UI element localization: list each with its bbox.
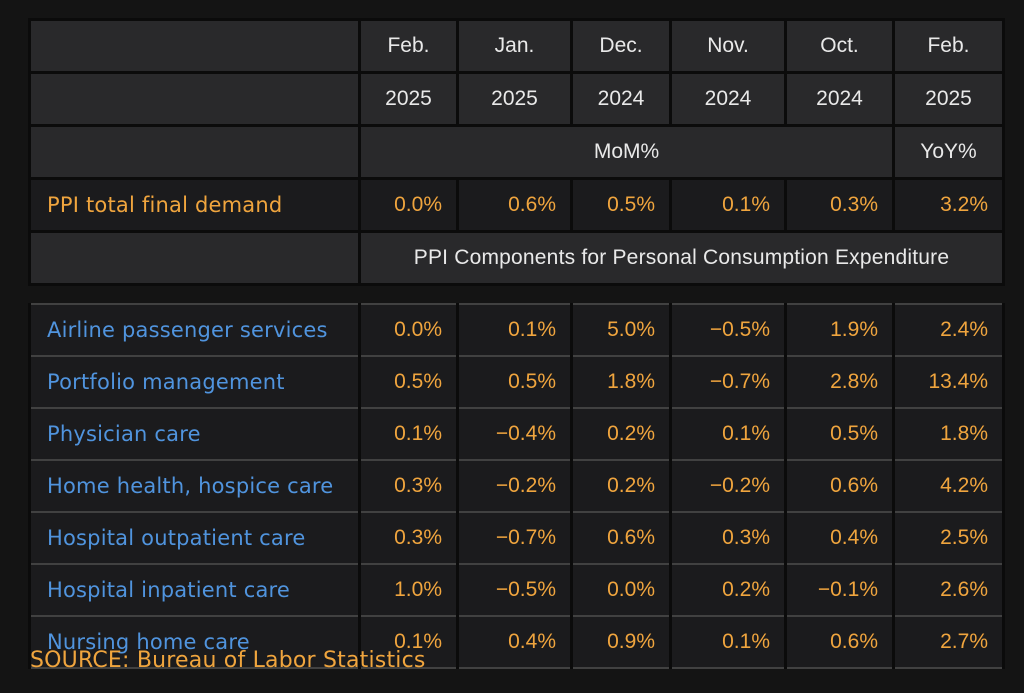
value-cell: −0.5%: [669, 303, 787, 357]
column-header-month: Feb.: [892, 18, 1005, 74]
column-header-year: 2024: [669, 71, 787, 127]
value-cell: 3.2%: [892, 177, 1005, 233]
section-header: PPI Components for Personal Consumption …: [358, 230, 1005, 286]
month-header-row: Feb. Jan. Dec. Nov. Oct. Feb.: [28, 18, 1005, 74]
value-cell: 1.9%: [784, 303, 895, 357]
corner-cell: [28, 124, 361, 180]
value-cell: 2.5%: [892, 511, 1005, 565]
value-cell: 2.4%: [892, 303, 1005, 357]
value-cell: 0.4%: [456, 615, 573, 669]
value-cell: 0.1%: [669, 615, 787, 669]
value-cell: 0.5%: [570, 177, 672, 233]
value-cell: 1.0%: [358, 563, 459, 617]
table-row: Portfolio management 0.5% 0.5% 1.8% −0.7…: [28, 355, 1005, 409]
column-header-year: 2025: [892, 71, 1005, 127]
value-cell: 2.8%: [784, 355, 895, 409]
summary-row-label: PPI total final demand: [28, 177, 361, 233]
value-cell: 0.5%: [358, 355, 459, 409]
value-cell: −0.1%: [784, 563, 895, 617]
value-cell: 2.7%: [892, 615, 1005, 669]
value-cell: 0.1%: [358, 407, 459, 461]
yoy-header: YoY%: [892, 124, 1005, 180]
source-note: SOURCE: Bureau of Labor Statistics: [30, 648, 426, 673]
row-label: Airline passenger services: [28, 303, 361, 357]
value-cell: 0.1%: [669, 177, 787, 233]
value-cell: 0.3%: [669, 511, 787, 565]
value-cell: −0.2%: [669, 459, 787, 513]
value-cell: 0.1%: [456, 303, 573, 357]
row-label: Hospital inpatient care: [28, 563, 361, 617]
row-label: Physician care: [28, 407, 361, 461]
table-row: Hospital outpatient care 0.3% −0.7% 0.6%…: [28, 511, 1005, 565]
value-cell: 0.1%: [669, 407, 787, 461]
value-cell: −0.4%: [456, 407, 573, 461]
table-row: Physician care 0.1% −0.4% 0.2% 0.1% 0.5%…: [28, 407, 1005, 461]
corner-cell: [28, 18, 361, 74]
table-row: Nursing home care 0.1% 0.4% 0.9% 0.1% 0.…: [28, 615, 1005, 669]
value-cell: 13.4%: [892, 355, 1005, 409]
summary-row: PPI total final demand 0.0% 0.6% 0.5% 0.…: [28, 177, 1005, 233]
value-cell: 0.2%: [570, 407, 672, 461]
value-cell: 0.2%: [669, 563, 787, 617]
value-cell: −0.7%: [456, 511, 573, 565]
column-header-year: 2024: [570, 71, 672, 127]
value-cell: 0.3%: [358, 511, 459, 565]
value-cell: 2.6%: [892, 563, 1005, 617]
value-cell: 0.0%: [570, 563, 672, 617]
value-cell: −0.2%: [456, 459, 573, 513]
value-cell: 0.0%: [358, 303, 459, 357]
column-header-month: Jan.: [456, 18, 573, 74]
mom-header: MoM%: [358, 124, 895, 180]
column-header-month: Dec.: [570, 18, 672, 74]
value-cell: 0.9%: [570, 615, 672, 669]
year-header-row: 2025 2025 2024 2024 2024 2025: [28, 71, 1005, 127]
value-cell: 1.8%: [570, 355, 672, 409]
value-cell: 0.3%: [784, 177, 895, 233]
value-cell: 0.4%: [784, 511, 895, 565]
value-cell: 0.5%: [456, 355, 573, 409]
spacer-row: [30, 285, 1004, 305]
spacer-cell: [30, 285, 1004, 305]
value-cell: 5.0%: [570, 303, 672, 357]
section-header-row: PPI Components for Personal Consumption …: [28, 230, 1005, 286]
column-header-year: 2025: [456, 71, 573, 127]
value-cell: 0.3%: [358, 459, 459, 513]
value-cell: 1.8%: [892, 407, 1005, 461]
value-cell: 0.6%: [456, 177, 573, 233]
row-label: Home health, hospice care: [28, 459, 361, 513]
value-cell: 4.2%: [892, 459, 1005, 513]
row-label: Hospital outpatient care: [28, 511, 361, 565]
table-row: Airline passenger services 0.0% 0.1% 5.0…: [28, 303, 1005, 357]
value-cell: 0.2%: [570, 459, 672, 513]
ppi-table: Feb. Jan. Dec. Nov. Oct. Feb. 2025 2025 …: [28, 18, 1005, 669]
value-cell: 0.6%: [784, 459, 895, 513]
value-cell: 0.1%: [358, 615, 459, 669]
row-label: Nursing home care: [28, 615, 361, 669]
table-row: Home health, hospice care 0.3% −0.2% 0.2…: [28, 459, 1005, 513]
column-header-month: Oct.: [784, 18, 895, 74]
value-cell: −0.7%: [669, 355, 787, 409]
column-header-year: 2025: [358, 71, 459, 127]
row-label: Portfolio management: [28, 355, 361, 409]
column-header-month: Nov.: [669, 18, 787, 74]
column-header-month: Feb.: [358, 18, 459, 74]
value-cell: 0.0%: [358, 177, 459, 233]
value-cell: 0.6%: [784, 615, 895, 669]
period-header-row: MoM% YoY%: [28, 124, 1005, 180]
value-cell: 0.5%: [784, 407, 895, 461]
corner-cell: [28, 71, 361, 127]
corner-cell: [28, 230, 361, 286]
value-cell: −0.5%: [456, 563, 573, 617]
table-row: Hospital inpatient care 1.0% −0.5% 0.0% …: [28, 563, 1005, 617]
value-cell: 0.6%: [570, 511, 672, 565]
column-header-year: 2024: [784, 71, 895, 127]
